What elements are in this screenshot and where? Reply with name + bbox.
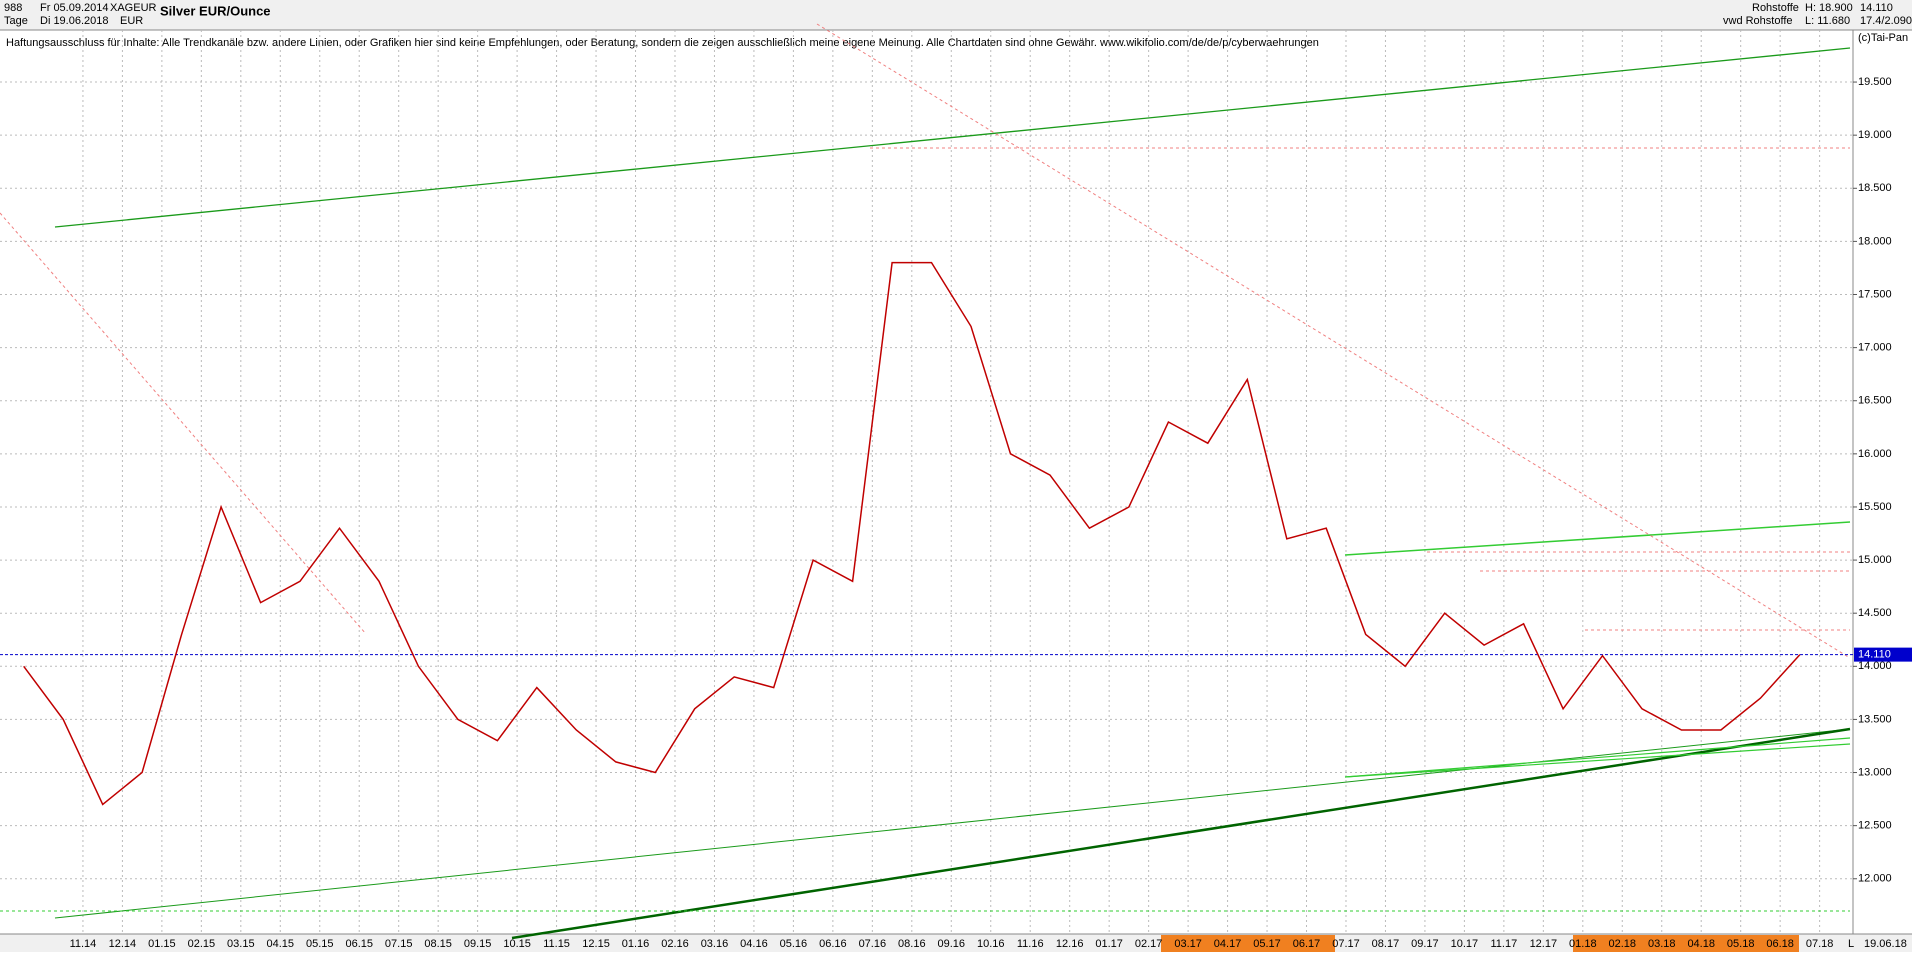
x-tick-label: 05.16	[780, 938, 808, 950]
x-tick-label: 09.16	[938, 938, 966, 950]
highlight-band	[1161, 935, 1335, 952]
x-tick-label: 02.17	[1135, 938, 1163, 950]
trend-lines	[0, 23, 1851, 940]
x-tick-label: 04.16	[740, 938, 768, 950]
disclaimer: Haftungsausschluss für Inhalte: Alle Tre…	[6, 37, 1319, 49]
x-tick-label: 03.15	[227, 938, 255, 950]
period[interactable]: 988	[4, 2, 22, 14]
x-tick-label: 12.16	[1056, 938, 1084, 950]
x-tick-label: 09.17	[1411, 938, 1439, 950]
x-tick-label: 07.16	[859, 938, 887, 950]
high: H: 18.900	[1805, 2, 1853, 14]
price-line	[23, 261, 1801, 806]
x-tick-label: 08.16	[898, 938, 926, 950]
x-tick-label: 06.18	[1766, 938, 1794, 950]
y-tick-label: 14.000	[1858, 660, 1892, 672]
x-tick-label: 11.15	[543, 938, 570, 950]
x-tick-label: 05.15	[306, 938, 334, 950]
x-tick-label: 09.15	[464, 938, 492, 950]
x-tick-label: 02.18	[1609, 938, 1637, 950]
source: vwd Rohstoffe	[1723, 15, 1793, 27]
x-tick-label: 06.15	[345, 938, 373, 950]
symbol: XAGEUR	[110, 2, 157, 14]
y-tick-label: 15.000	[1858, 554, 1892, 566]
x-tick-label: 11.14	[70, 938, 97, 950]
header-bar	[0, 0, 1912, 30]
y-tick-label: 18.000	[1858, 235, 1892, 247]
current-price-label: 14.110	[1858, 649, 1891, 661]
current-price-box	[1854, 647, 1912, 662]
y-tick-label: 19.500	[1858, 76, 1892, 88]
x-tick-label: 01.15	[148, 938, 176, 950]
y-tick-label: 18.500	[1858, 182, 1892, 194]
y-tick-label: 17.000	[1858, 342, 1892, 354]
mode: L	[1848, 938, 1854, 950]
y-tick-label: 17.500	[1858, 288, 1892, 300]
x-tick-label: 02.15	[188, 938, 216, 950]
y-tick-label: 16.500	[1858, 395, 1892, 407]
y-tick-label: 19.000	[1858, 129, 1892, 141]
x-tick-label: 10.17	[1451, 938, 1479, 950]
last-price: 14.110	[1860, 2, 1893, 14]
x-tick-label: 07.17	[1332, 938, 1360, 950]
x-tick-label: 12.17	[1530, 938, 1558, 950]
x-tick-label: 07.15	[385, 938, 413, 950]
grid	[0, 30, 1853, 934]
x-tick-label: 12.14	[109, 938, 137, 950]
x-tick-label: 03.18	[1648, 938, 1676, 950]
y-tick-label: 14.500	[1858, 607, 1892, 619]
x-tick-label: 04.15	[267, 938, 295, 950]
copyright: (c)Tai-Pan	[1858, 32, 1908, 44]
exchange: Rohstoffe	[1752, 2, 1799, 14]
x-tick-label: 04.18	[1687, 938, 1715, 950]
y-tick-label: 16.000	[1858, 448, 1892, 460]
x-tick-label: 11.17	[1491, 938, 1518, 950]
x-tick-label: 05.18	[1727, 938, 1755, 950]
x-tick-label: 10.16	[977, 938, 1005, 950]
currency: EUR	[120, 15, 143, 27]
y-tick-label: 12.000	[1858, 873, 1892, 885]
y-tick-label: 13.500	[1858, 713, 1892, 725]
low: L: 11.680	[1805, 15, 1850, 27]
x-tick-label: 08.17	[1372, 938, 1400, 950]
x-tick-label: 01.17	[1095, 938, 1123, 950]
x-tick-label: 06.17	[1293, 938, 1321, 950]
date-to: Di 19.06.2018	[40, 15, 109, 27]
chart-title: Silver EUR/Ounce	[160, 3, 271, 18]
x-tick-label: 01.16	[622, 938, 650, 950]
x-tick-label: 07.18	[1806, 938, 1834, 950]
y-tick-label: 15.500	[1858, 501, 1892, 513]
x-tick-label: 06.16	[819, 938, 847, 950]
x-tick-label: 11.16	[1017, 938, 1044, 950]
x-tick-label: 02.16	[661, 938, 689, 950]
x-tick-label: 10.15	[503, 938, 531, 950]
x-tick-label: 08.15	[424, 938, 452, 950]
x-tick-label: 12.15	[582, 938, 610, 950]
end-date: 19.06.18	[1864, 938, 1907, 950]
date-from: Fr 05.09.2014	[40, 2, 109, 14]
x-axis-bar	[0, 934, 1912, 952]
unit[interactable]: Tage	[4, 15, 28, 27]
change: 17.4/2.090	[1860, 15, 1912, 27]
y-tick-label: 13.000	[1858, 766, 1892, 778]
x-tick-label: 05.17	[1253, 938, 1281, 950]
x-tick-label: 03.17	[1174, 938, 1202, 950]
y-tick-label: 12.500	[1858, 820, 1892, 832]
x-tick-label: 01.18	[1569, 938, 1597, 950]
x-tick-label: 03.16	[701, 938, 729, 950]
highlight-band	[1573, 935, 1799, 952]
x-tick-label: 04.17	[1214, 938, 1242, 950]
